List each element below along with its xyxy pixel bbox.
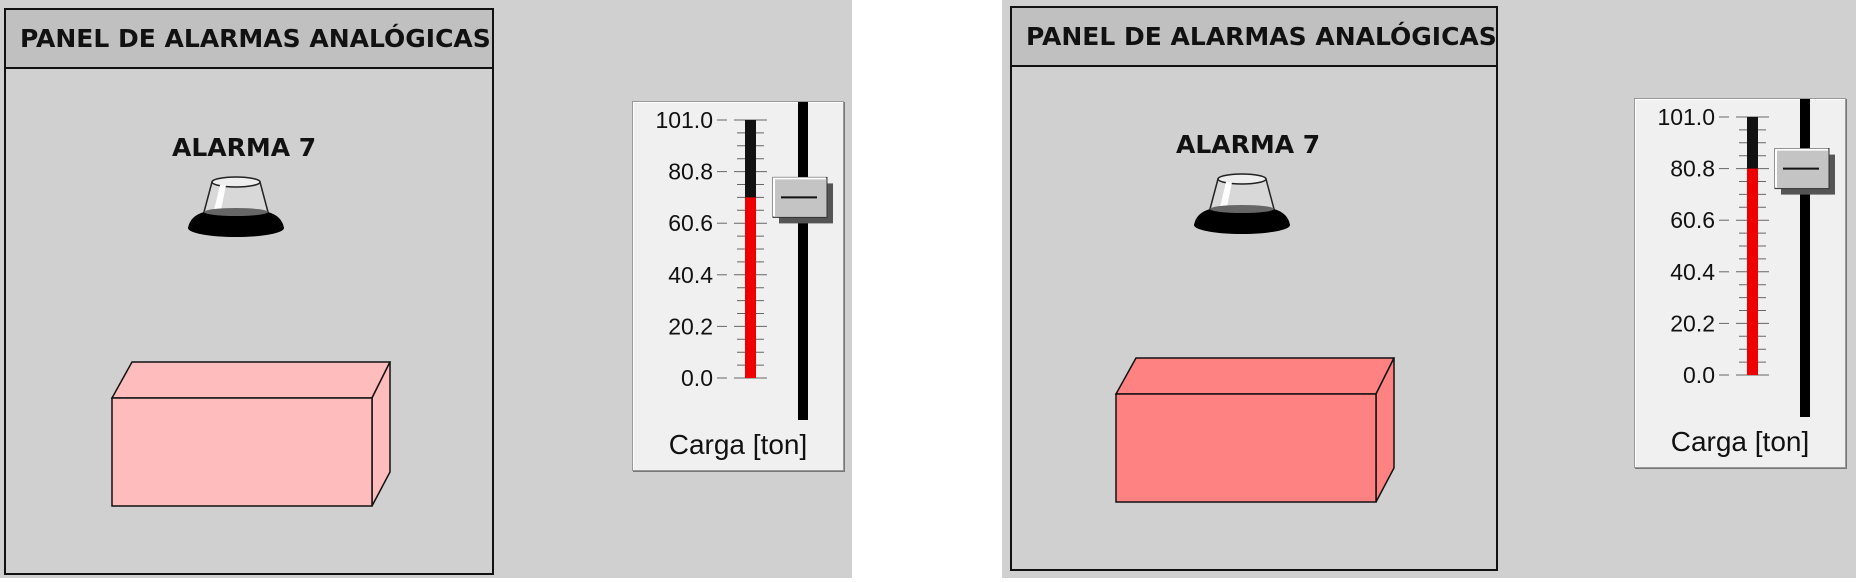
slider-track bbox=[798, 102, 808, 420]
load-slider[interactable]: 101.0 80.8 60.6 40.4 20.2 0.0 bbox=[633, 102, 845, 434]
tick-label: 0.0 bbox=[1683, 362, 1715, 388]
slider-label: Carga [ton] bbox=[1670, 426, 1810, 457]
alarm-scene-1: PANEL DE ALARMAS ANALÓGICAS ALARMA 7 101… bbox=[0, 0, 852, 582]
thumb-highlight bbox=[773, 177, 826, 217]
tick-label: 40.4 bbox=[668, 262, 713, 288]
alarm-beacon-icon bbox=[1194, 173, 1290, 234]
slider-track bbox=[1800, 99, 1810, 417]
tick-label: 60.6 bbox=[668, 210, 713, 236]
tick-label: 20.2 bbox=[668, 313, 713, 339]
tick-label: 80.8 bbox=[1670, 156, 1715, 182]
alarm-scene-2: PANEL DE ALARMAS ANALÓGICAS ALARMA 7 101… bbox=[1002, 0, 1856, 582]
tick-label: 40.4 bbox=[1670, 259, 1715, 285]
panel-title: PANEL DE ALARMAS ANALÓGICAS bbox=[1012, 8, 1497, 67]
load-slider[interactable]: 101.0 80.8 60.6 40.4 20.2 0.0 bbox=[1635, 99, 1847, 431]
tick-label: 101.0 bbox=[1657, 104, 1715, 130]
slider-thumb[interactable] bbox=[1774, 148, 1835, 195]
tick-label: 101.0 bbox=[655, 107, 713, 133]
panel-title: PANEL DE ALARMAS ANALÓGICAS bbox=[6, 10, 492, 69]
load-slider-widget: 101.0 80.8 60.6 40.4 20.2 0.0 Carga [ton] bbox=[1634, 98, 1846, 468]
alarm-panel: PANEL DE ALARMAS ANALÓGICAS bbox=[4, 8, 494, 575]
alarm-indicator-box bbox=[110, 361, 392, 507]
thumb-highlight bbox=[1775, 148, 1828, 188]
tick-label: 0.0 bbox=[681, 365, 713, 391]
alarm-label: ALARMA 7 bbox=[172, 133, 317, 162]
alarm-label: ALARMA 7 bbox=[1176, 130, 1321, 159]
level-bar-fill bbox=[745, 197, 756, 378]
slider-thumb[interactable] bbox=[772, 176, 833, 224]
load-slider-widget: 101.0 80.8 60.6 40.4 20.2 0.0 Carga [ton] bbox=[632, 101, 844, 471]
tick-label: 80.8 bbox=[668, 159, 713, 185]
level-bar-fill bbox=[1747, 168, 1758, 375]
tick-label: 60.6 bbox=[1670, 207, 1715, 233]
slider-label: Carga [ton] bbox=[668, 429, 808, 460]
alarm-beacon-icon bbox=[188, 176, 284, 237]
alarm-indicator-box bbox=[1114, 357, 1396, 503]
tick-label: 20.2 bbox=[1670, 310, 1715, 336]
